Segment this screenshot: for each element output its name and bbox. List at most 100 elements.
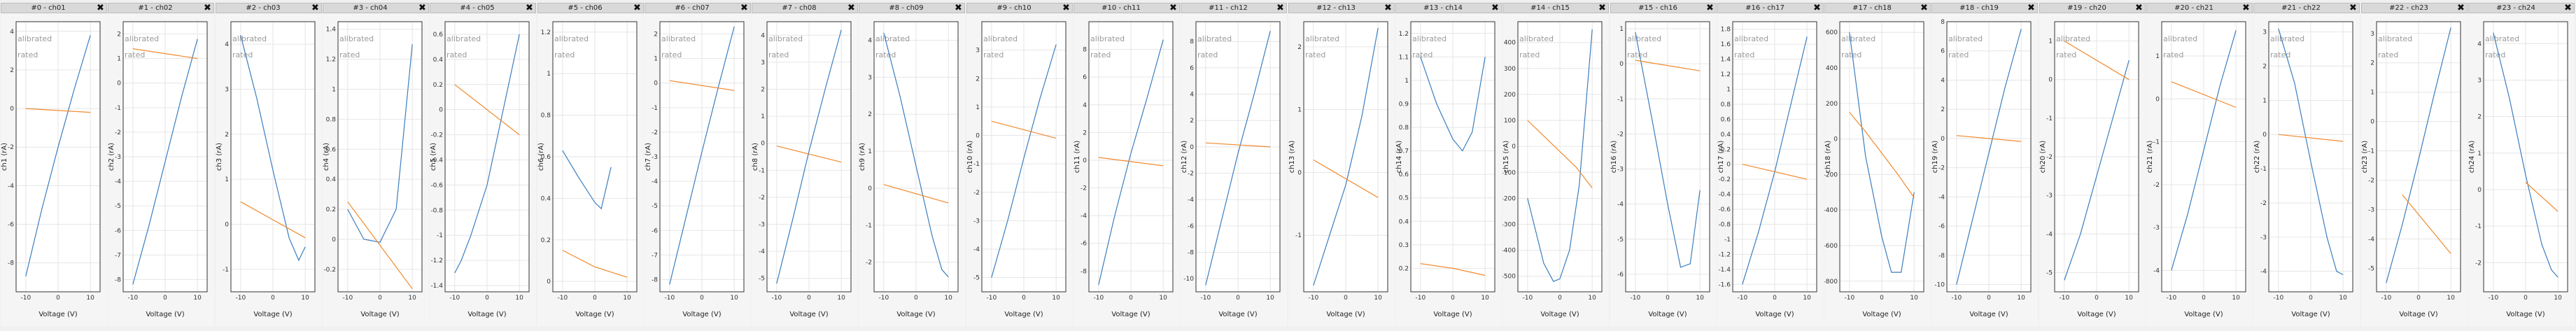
close-icon[interactable]: ✖ — [1706, 3, 1714, 13]
close-icon[interactable]: ✖ — [97, 3, 104, 13]
y-tick-label: -3 — [1617, 167, 1624, 174]
chart-panel: #12 - ch13 ✖ -10 0 10 -1 0 1 2 alibrated rated Volt… — [1288, 3, 1395, 326]
y-tick-label: 0.6 — [433, 31, 444, 38]
close-icon[interactable]: ✖ — [633, 3, 641, 13]
close-icon[interactable]: ✖ — [311, 3, 319, 13]
y-tick-label: -4 — [759, 248, 765, 255]
y-tick-label: -500 — [1502, 274, 1516, 281]
y-tick-label: -6 — [8, 222, 14, 229]
close-icon[interactable]: ✖ — [740, 3, 748, 13]
close-icon[interactable]: ✖ — [204, 3, 211, 13]
chart-title: #0 - ch01 — [31, 4, 66, 12]
y-tick-label: -2 — [866, 260, 872, 267]
y-tick-label: -2 — [973, 190, 980, 197]
panel-header: #10 - ch11 ✖ — [1074, 3, 1180, 13]
x-tick-label: -10 — [1630, 295, 1640, 302]
x-tick-label: -10 — [1522, 295, 1533, 302]
close-icon[interactable]: ✖ — [1920, 3, 1928, 13]
series-line-uncalibrated — [2525, 182, 2559, 212]
x-tick-label: 10 — [623, 295, 631, 302]
chart-title: #8 - ch09 — [889, 4, 924, 12]
y-tick-label: 4 — [225, 41, 229, 48]
watermark-text: alibrated — [1627, 34, 1661, 43]
y-tick-label: 1 — [2048, 38, 2053, 45]
close-icon[interactable]: ✖ — [1276, 3, 1284, 13]
close-icon[interactable]: ✖ — [2564, 3, 2572, 13]
close-icon[interactable]: ✖ — [1384, 3, 1392, 13]
y-tick-label: 0 — [1083, 157, 1087, 164]
watermark-text: rated — [875, 50, 896, 59]
y-tick-label: -10 — [1934, 282, 1945, 289]
y-tick-label: -7 — [115, 252, 121, 259]
y-tick-label: 0.4 — [326, 176, 337, 183]
chart-panel: #6 - ch07 ✖ -10 0 10 -8 -7 -6 -5 -4 -3 -2 -1 0 1 2 alibr… — [645, 3, 751, 326]
x-tick-label: 10 — [408, 295, 416, 302]
watermark-text: rated — [1090, 50, 1111, 59]
close-icon[interactable]: ✖ — [1062, 3, 1070, 13]
x-axis-label: Voltage (V) — [575, 311, 614, 318]
y-tick-label: -4 — [8, 183, 14, 190]
close-icon[interactable]: ✖ — [1598, 3, 1606, 13]
close-icon[interactable]: ✖ — [847, 3, 855, 13]
watermark-text: rated — [446, 50, 467, 59]
x-axis-label: Voltage (V) — [1755, 311, 1794, 318]
y-tick-label: -10 — [1183, 276, 1194, 283]
y-axis-label: ch24 (rA) — [2468, 141, 2476, 174]
y-tick-label: 0 — [10, 106, 14, 113]
x-tick-label: 10 — [86, 295, 94, 302]
y-tick-label: -200 — [1824, 171, 1838, 178]
x-tick-label: 10 — [301, 295, 309, 302]
y-tick-label: -3 — [2153, 225, 2160, 232]
y-tick-label: -100 — [1502, 169, 1516, 176]
y-tick-label: 0 — [1726, 162, 1731, 169]
x-tick-label: 10 — [1266, 295, 1274, 302]
y-tick-label: -2 — [1938, 165, 1945, 172]
watermark-text: alibrated — [446, 34, 481, 43]
close-icon[interactable]: ✖ — [2457, 3, 2465, 13]
close-icon[interactable]: ✖ — [1169, 3, 1177, 13]
series-line-uncalibrated — [883, 184, 949, 204]
x-tick-label: -10 — [127, 295, 138, 302]
y-tick-label: -0.4 — [1718, 192, 1731, 199]
y-tick-label: 0.6 — [541, 154, 551, 161]
y-tick-label: -0.6 — [1718, 206, 1731, 213]
y-tick-label: 300 — [1504, 66, 1516, 73]
plot-frame — [337, 21, 423, 293]
close-icon[interactable]: ✖ — [1813, 3, 1821, 13]
y-tick-label: -2 — [8, 144, 14, 151]
y-tick-label: 1 — [654, 56, 658, 63]
y-tick-label: -0.2 — [1718, 176, 1731, 183]
y-tick-label: -1.4 — [430, 283, 443, 290]
panel-header: #21 - ch22 ✖ — [2253, 3, 2360, 13]
x-tick-label: -10 — [2166, 295, 2176, 302]
plot-area: -10 0 10 -10 -8 -6 -4 -2 0 2 4 6 8 alibrated rated Volt… — [1931, 19, 2032, 318]
x-axis-label: Voltage (V) — [1004, 311, 1043, 318]
y-tick-label: 0.3 — [1399, 242, 1409, 249]
close-icon[interactable]: ✖ — [955, 3, 962, 13]
close-icon[interactable]: ✖ — [526, 3, 533, 13]
x-tick-label: 0 — [2095, 295, 2099, 302]
x-tick-label: -10 — [2059, 295, 2069, 302]
plot-area: -10 0 10-5-4-3-2-10123alibratedratedVoltag… — [2361, 21, 2461, 318]
watermark-text: rated — [1627, 50, 1647, 59]
close-icon[interactable]: ✖ — [2242, 3, 2250, 13]
close-icon[interactable]: ✖ — [2135, 3, 2143, 13]
y-tick-label: -8 — [1081, 268, 1087, 275]
y-tick-label: -1 — [1617, 96, 1624, 103]
panel-header: #22 - ch23 ✖ — [2361, 3, 2468, 13]
chart-panel: #20 - ch21 ✖ -10 0 10 -4 -3 -2 -1 0 1 alibrated rate… — [2146, 3, 2253, 326]
x-tick-label: -10 — [1844, 295, 1854, 302]
y-axis-label: ch22 (rA) — [2253, 141, 2261, 174]
plot-frame — [1303, 21, 1388, 293]
close-icon[interactable]: ✖ — [2349, 3, 2357, 13]
plot-area: -10 0 10 -1.4 -1.2 -1 -0.8 -0.6 -0.4 -0.2 0 0.2 0.4 0… — [430, 21, 530, 318]
y-tick-label: -1 — [759, 167, 765, 174]
close-icon[interactable]: ✖ — [2027, 3, 2035, 13]
close-icon[interactable]: ✖ — [1491, 3, 1499, 13]
y-tick-label: -6 — [1081, 241, 1087, 248]
chart-panel: #19 - ch20 ✖ -10 0 10 -5 -4 -3 -2 -1 0 1 alibrated ra… — [2039, 3, 2146, 326]
y-tick-label: 0.2 — [433, 82, 443, 89]
close-icon[interactable]: ✖ — [418, 3, 426, 13]
y-tick-label: 1 — [547, 71, 551, 78]
